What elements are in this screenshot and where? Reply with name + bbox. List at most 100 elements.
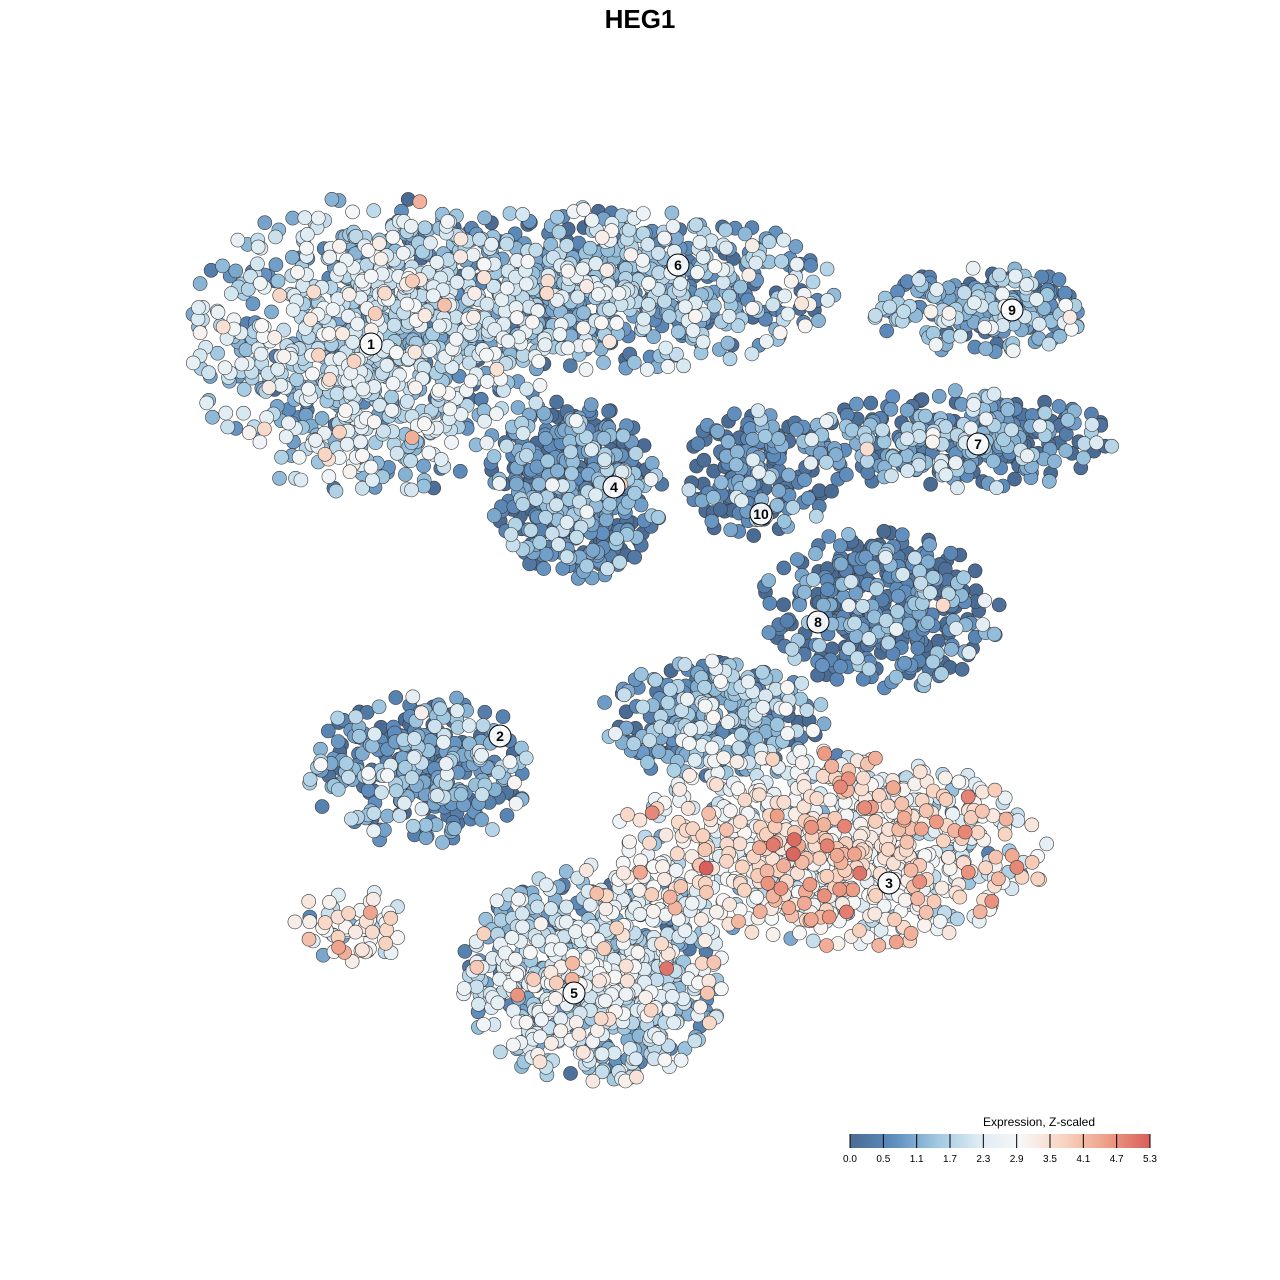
data-point: [1019, 277, 1035, 292]
data-point: [608, 726, 623, 741]
data-point: [528, 491, 544, 507]
data-point: [388, 783, 404, 799]
data-point: [302, 772, 318, 787]
data-point: [503, 527, 519, 542]
data-point: [670, 324, 686, 340]
data-point: [563, 1066, 578, 1081]
data-point: [833, 659, 848, 674]
data-point: [967, 563, 983, 579]
data-point: [519, 448, 534, 463]
data-point: [230, 232, 246, 248]
data-point: [900, 463, 915, 479]
data-point: [863, 395, 879, 411]
data-point: [797, 584, 812, 600]
data-point: [351, 728, 367, 744]
data-point: [849, 396, 864, 412]
data-point: [348, 709, 364, 725]
data-point: [549, 394, 564, 410]
data-point: [322, 249, 338, 265]
data-point: [504, 930, 520, 945]
data-point: [530, 933, 546, 949]
data-point: [639, 362, 655, 377]
data-point: [1084, 417, 1100, 432]
data-point: [761, 234, 777, 249]
data-point: [224, 286, 239, 301]
data-point: [396, 795, 412, 811]
data-point: [509, 476, 524, 492]
data-point: [474, 747, 489, 763]
data-point: [792, 597, 807, 613]
data-point: [642, 733, 657, 748]
data-point: [721, 288, 737, 304]
data-point: [562, 358, 578, 374]
data-point: [404, 482, 419, 498]
data-point: [697, 679, 712, 695]
data-point: [797, 472, 812, 488]
data-point: [874, 422, 890, 438]
data-point: [961, 645, 977, 661]
data-point: [350, 316, 365, 332]
data-point: [341, 769, 356, 785]
data-point: [250, 256, 265, 272]
data-point: [824, 483, 839, 499]
data-point: [821, 529, 837, 544]
data-point: [839, 467, 854, 482]
data-point: [869, 581, 884, 597]
data-point: [635, 206, 651, 221]
data-point: [449, 703, 465, 719]
data-point: [721, 308, 737, 324]
data-point: [314, 799, 330, 814]
data-point: [492, 1044, 508, 1060]
data-point: [433, 452, 449, 467]
data-point: [374, 785, 389, 800]
data-point: [677, 657, 693, 672]
data-point: [808, 546, 823, 562]
data-point: [695, 334, 711, 350]
data-point: [1089, 435, 1104, 451]
data-point: [414, 801, 430, 817]
data-point: [820, 582, 835, 597]
data-point: [888, 669, 904, 685]
data-point: [704, 513, 720, 529]
data-point: [523, 522, 539, 538]
data-point: [734, 493, 749, 509]
data-point: [264, 304, 279, 320]
data-point: [947, 383, 963, 398]
data-point: [582, 240, 598, 256]
data-point: [861, 631, 877, 646]
data-point: [897, 655, 912, 671]
data-point: [803, 258, 819, 273]
data-point: [477, 210, 492, 226]
data-point: [228, 263, 243, 279]
data-point: [418, 817, 434, 833]
data-point: [808, 508, 824, 524]
data-point: [486, 449, 502, 464]
data-point: [518, 750, 534, 766]
data-point: [961, 459, 977, 475]
data-point: [460, 265, 476, 281]
data-point: [844, 422, 860, 438]
data-point: [199, 395, 214, 411]
data-point: [956, 570, 972, 586]
data-point: [528, 395, 544, 411]
data-point: [499, 280, 515, 296]
data-point: [895, 567, 911, 582]
data-point: [366, 823, 382, 839]
data-point: [1004, 422, 1019, 438]
data-point: [664, 205, 680, 221]
data-point: [588, 487, 604, 503]
data-point: [673, 1052, 689, 1068]
data-point: [788, 239, 804, 254]
data-point: [755, 664, 770, 680]
data-point: [923, 476, 938, 492]
data-point: [270, 273, 286, 289]
data-point: [205, 409, 220, 425]
data-point: [422, 343, 438, 358]
data-point: [389, 445, 405, 461]
data-point: [534, 1012, 549, 1028]
data-point: [407, 731, 422, 746]
data-point: [861, 661, 877, 677]
data-point: [518, 276, 534, 292]
data-point: [925, 654, 941, 670]
data-point: [948, 621, 964, 636]
